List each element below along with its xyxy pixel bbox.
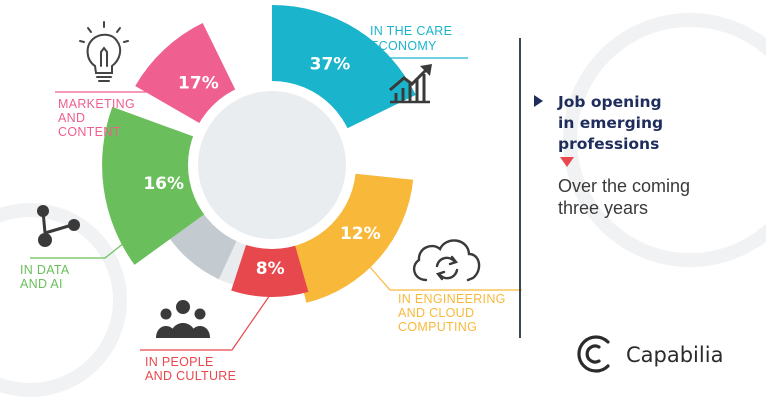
network-nodes-icon bbox=[37, 205, 80, 247]
headline-pointer-icon bbox=[534, 95, 543, 107]
category-labels: IN THE CARE ECONOMY IN ENGINEERING AND C… bbox=[20, 24, 509, 383]
segment-care bbox=[272, 5, 416, 130]
segment-marketing bbox=[135, 23, 237, 124]
value-label-people: 8% bbox=[256, 259, 285, 279]
cloud-sync-icon bbox=[412, 239, 481, 282]
donut-chart: 37% 12% 8% 16% 17% bbox=[102, 5, 416, 303]
sidebar-subline: Over the coming three years bbox=[558, 176, 695, 218]
value-label-data: 16% bbox=[143, 174, 184, 194]
engineering-label: IN ENGINEERING AND CLOUD COMPUTING bbox=[398, 292, 509, 334]
brand-name: Capabilia bbox=[626, 343, 723, 367]
segment-data bbox=[102, 106, 206, 265]
growth-chart-icon bbox=[389, 64, 432, 104]
center-disc bbox=[198, 91, 346, 239]
care-label: IN THE CARE ECONOMY bbox=[370, 24, 456, 53]
segment-engineering bbox=[291, 173, 414, 303]
leader-line-engineering bbox=[361, 257, 522, 291]
lightbulb-icon bbox=[79, 21, 129, 82]
capabilia-logo-icon bbox=[577, 335, 610, 373]
leader-line-data bbox=[30, 242, 125, 259]
data-label: IN DATA AND AI bbox=[20, 263, 73, 291]
people-group-icon bbox=[156, 300, 210, 338]
leader-lines bbox=[30, 57, 522, 351]
segment-people bbox=[231, 243, 309, 297]
subline-pointer-icon bbox=[560, 157, 574, 167]
leader-line-people bbox=[140, 294, 271, 351]
value-label-marketing: 17% bbox=[178, 73, 219, 93]
sidebar-headline: Job opening in emerging professions bbox=[557, 93, 669, 153]
background-swirls bbox=[0, 13, 766, 397]
leader-line-marketing bbox=[55, 91, 189, 113]
value-label-engineering: 12% bbox=[340, 224, 381, 244]
people-label: IN PEOPLE AND CULTURE bbox=[145, 355, 236, 383]
marketing-label: MARKETING AND CONTENT bbox=[58, 97, 139, 139]
leader-line-care bbox=[336, 57, 468, 78]
value-label-care: 37% bbox=[310, 55, 351, 75]
